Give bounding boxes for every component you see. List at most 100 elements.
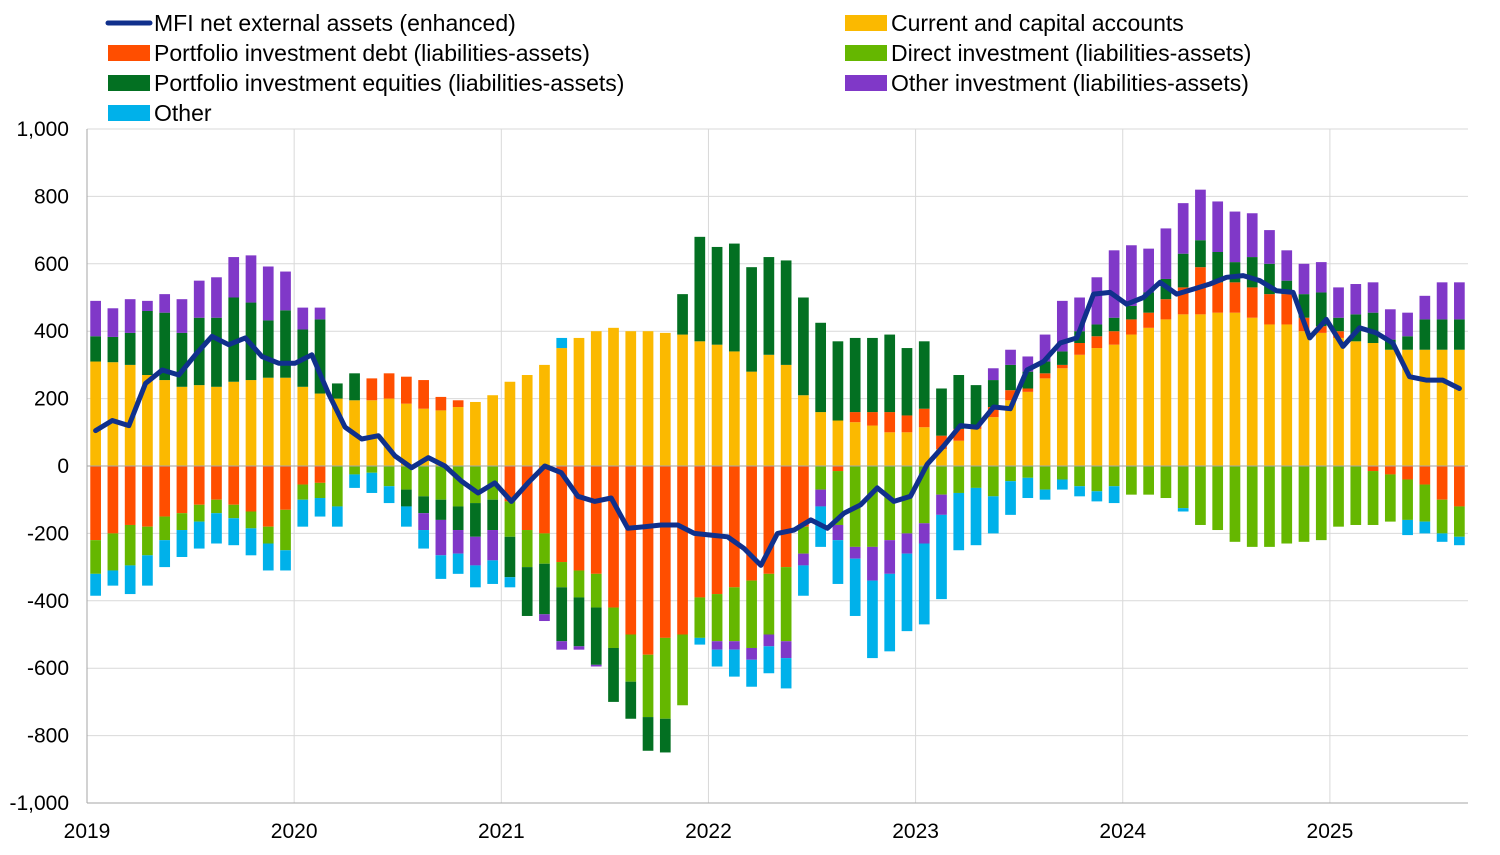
bar-debt [521, 466, 533, 531]
bar-otherinv [711, 641, 723, 650]
bar-current [1264, 324, 1275, 466]
bar-otherinv [1108, 250, 1120, 318]
bar-current [124, 364, 136, 466]
y-tick-label: -600 [27, 657, 69, 680]
legend-item-other: Other [108, 100, 212, 126]
bar-other [280, 550, 291, 571]
bar-other [1074, 486, 1085, 497]
bar-current [1367, 342, 1379, 466]
bar-current [642, 331, 654, 466]
bar-otherinv [487, 530, 499, 561]
bar-otherinv [470, 536, 481, 566]
bar-equities [1384, 339, 1396, 350]
bar-otherinv [780, 641, 792, 659]
bar-otherinv [1264, 230, 1275, 264]
bar-current [573, 337, 585, 466]
bar-equities [539, 563, 550, 615]
bar-direct [211, 499, 222, 514]
bar-other [780, 658, 792, 689]
bar-current [193, 385, 205, 466]
bar-other [711, 649, 723, 667]
bar-current [987, 417, 999, 466]
x-tick-label: 2025 [1307, 820, 1354, 843]
legend-label: Other investment (liabilities-assets) [891, 70, 1249, 96]
legend-item-debt: Portfolio investment debt (liabilities-a… [108, 40, 590, 66]
bar-equities [1419, 319, 1431, 350]
bar-otherinv [918, 523, 930, 544]
bar-equities [918, 341, 930, 409]
bar-current [1143, 327, 1154, 466]
bar-direct [1091, 466, 1103, 492]
bar-otherinv [763, 634, 775, 647]
bar-current [245, 380, 257, 466]
bar-otherinv [1246, 213, 1258, 258]
axes [86, 129, 1468, 804]
bar-direct [1367, 471, 1379, 525]
bar-otherinv [1022, 356, 1034, 372]
bar-debt [573, 466, 585, 571]
y-tick-label: 600 [34, 253, 69, 276]
bar-current [1246, 317, 1258, 466]
bar-otherinv [1212, 201, 1224, 253]
bar-current [746, 371, 757, 466]
bar-current [314, 393, 326, 466]
bar-debt [418, 380, 429, 409]
bar-direct [1315, 466, 1327, 541]
bar-direct [659, 637, 671, 719]
bar-other [331, 506, 343, 527]
bar-other [901, 553, 913, 632]
bar-debt [1091, 336, 1103, 349]
bar-current [1056, 368, 1068, 466]
bar-current [608, 327, 619, 466]
bar-equities [487, 499, 499, 531]
bar-direct [573, 570, 585, 598]
x-tick-label: 2019 [64, 820, 111, 843]
bar-equities [1126, 305, 1137, 320]
bar-current [1160, 319, 1172, 466]
legend-swatch [845, 75, 887, 91]
bar-equities [1402, 336, 1413, 350]
bar-equities [970, 385, 982, 426]
bar-otherinv [798, 553, 809, 566]
bar-equities [1315, 292, 1327, 327]
bar-direct [280, 509, 291, 551]
bar-equities [176, 332, 188, 387]
legend-swatch [108, 75, 150, 91]
bar-otherinv [280, 271, 291, 311]
bar-current [383, 398, 395, 466]
bar-debt [1074, 342, 1085, 355]
bar-equities [107, 336, 119, 363]
bar-equities [1436, 319, 1448, 350]
bar-current [1333, 337, 1344, 466]
bar-equities [142, 310, 153, 376]
bar-debt [1367, 466, 1379, 472]
bar-direct [1126, 466, 1137, 495]
bar-direct [1108, 466, 1120, 487]
bar-debt [884, 412, 896, 433]
bar-equities [901, 348, 913, 416]
bar-debt [1212, 282, 1224, 313]
bar-current [711, 344, 723, 466]
bar-other [1005, 481, 1016, 515]
bar-current [159, 380, 171, 466]
bar-debt [798, 466, 809, 527]
bar-otherinv [1005, 349, 1016, 365]
bar-other [556, 337, 568, 349]
bar-equities [1229, 262, 1241, 283]
bar-debt [625, 466, 637, 635]
bar-direct [763, 573, 775, 635]
bar-direct [918, 466, 930, 524]
bar-equities [884, 334, 896, 413]
bar-equities [1212, 252, 1224, 283]
bar-current [228, 381, 240, 466]
legend-item-otherinv: Other investment (liabilities-assets) [845, 70, 1249, 96]
bar-otherinv [1126, 245, 1137, 306]
bar-direct [107, 533, 119, 571]
bar-equities [418, 496, 429, 514]
bar-otherinv [901, 533, 913, 554]
bar-other [314, 498, 326, 517]
bar-direct [1419, 484, 1431, 522]
bar-debt [953, 428, 965, 441]
bar-equities [262, 320, 274, 378]
bar-otherinv [1143, 248, 1154, 293]
